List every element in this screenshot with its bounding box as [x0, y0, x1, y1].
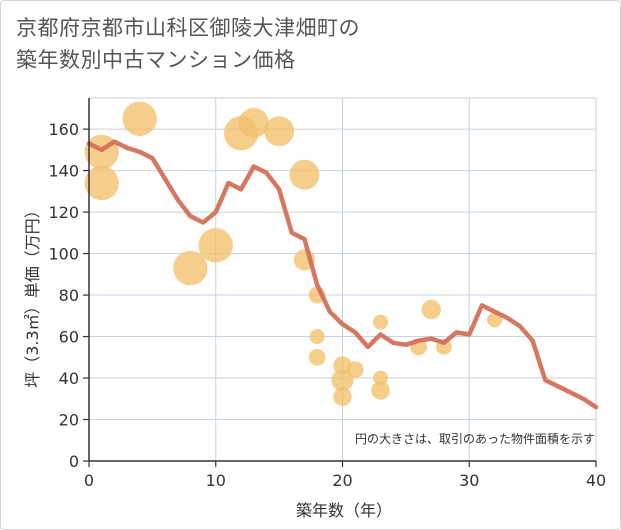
- y-tick-label-80: 80: [59, 286, 79, 305]
- y-tick-label-40: 40: [59, 369, 79, 388]
- bubble-19: [371, 381, 390, 400]
- y-tick-label-100: 100: [48, 245, 79, 264]
- y-tick-label-0: 0: [69, 452, 79, 471]
- bubble-15: [333, 387, 352, 406]
- y-tick-label-120: 120: [48, 203, 79, 222]
- bubble-12: [308, 348, 326, 366]
- bubble-14: [331, 369, 354, 392]
- y-tick-label-140: 140: [48, 162, 79, 181]
- y-tick-label-20: 20: [59, 411, 79, 430]
- bubble-2: [122, 101, 157, 136]
- x-tick-label-40: 40: [586, 471, 606, 490]
- x-tick-label-30: 30: [459, 471, 479, 490]
- bubble-23: [487, 312, 503, 328]
- bubble-3: [173, 250, 208, 286]
- trend-line: [86, 139, 599, 410]
- bubble-18: [373, 370, 389, 386]
- chart-title: 京都府京都市山科区御陵大津畑町の 築年数別中古マンション価格: [16, 12, 360, 76]
- axes-layer: 0 20 40 60 80 100 120 140 160 0 10 20 30 40: [48, 98, 606, 490]
- x-tick-label-0: 0: [84, 471, 94, 490]
- bubble-17: [373, 314, 389, 330]
- x-tick-label-20: 20: [332, 471, 352, 490]
- y-axis-label: 坪（3.3㎡）単価（万円）: [23, 202, 42, 387]
- grid-lines: [89, 97, 597, 461]
- y-tick-label-60: 60: [59, 328, 79, 347]
- y-tick-label-160: 160: [48, 120, 79, 139]
- bubbles-layer: [84, 101, 503, 406]
- bubble-11: [309, 329, 325, 345]
- bubble-16: [346, 361, 364, 379]
- bubble-7: [264, 116, 295, 147]
- bubble-1: [84, 165, 119, 201]
- bubble-21: [421, 299, 441, 320]
- bubble-6: [238, 107, 269, 138]
- x-axis-label: 築年数（年）: [296, 501, 392, 520]
- trend-layer: [86, 139, 599, 410]
- bubble-8: [289, 159, 320, 190]
- x-tick-label-10: 10: [206, 471, 226, 490]
- chart-title-line-2: 築年数別中古マンション価格: [16, 48, 296, 72]
- size-note: 円の大きさは、取引のあった物件面積を示す: [355, 431, 595, 446]
- chart-title-line-1: 京都府京都市山科区御陵大津畑町の: [16, 16, 360, 40]
- bubble-4: [198, 228, 233, 263]
